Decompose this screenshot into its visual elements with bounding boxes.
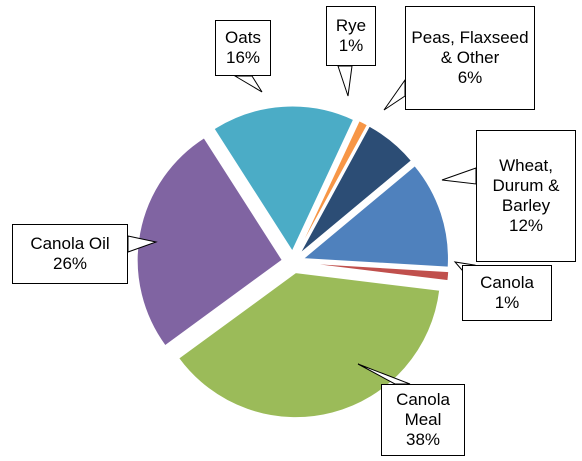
callout-pointer	[337, 65, 353, 97]
category-label: Peas, Flaxseed & Other	[411, 28, 529, 67]
pie-slice	[303, 262, 450, 282]
pie-slice	[297, 120, 369, 253]
pie-slice	[302, 165, 449, 268]
category-label: Wheat, Durum & Barley	[492, 156, 560, 215]
value-label: 38%	[405, 430, 441, 449]
value-label: 12%	[508, 216, 544, 235]
value-label: 1%	[338, 36, 364, 55]
data-label: Canola 1%	[462, 265, 552, 321]
pie-slice	[136, 137, 283, 347]
callout-pointer	[441, 167, 477, 185]
value-label: 16%	[225, 48, 261, 67]
data-label: Rye 1%	[326, 6, 376, 66]
callout-pointer	[233, 75, 263, 93]
pie-slice	[299, 125, 413, 254]
callout-pointer	[127, 235, 158, 253]
value-label: 6%	[457, 68, 483, 87]
category-label: Canola Meal	[396, 390, 450, 429]
data-label: Canola Meal 38%	[381, 384, 465, 456]
data-label: Canola Oil 26%	[12, 224, 128, 284]
category-label: Rye	[335, 16, 367, 35]
callout-pointer	[383, 78, 406, 111]
value-label: 26%	[52, 254, 88, 273]
data-label: Oats 16%	[215, 20, 271, 76]
data-label: Wheat, Durum & Barley 12%	[476, 130, 576, 262]
data-label: Peas, Flaxseed & Other 6%	[405, 6, 535, 110]
category-label: Canola	[480, 273, 534, 292]
category-label: Canola Oil	[30, 234, 110, 253]
category-label: Oats	[225, 28, 261, 47]
value-label: 1%	[494, 293, 520, 312]
pie-slice	[178, 272, 441, 419]
pie-slice	[213, 105, 355, 253]
